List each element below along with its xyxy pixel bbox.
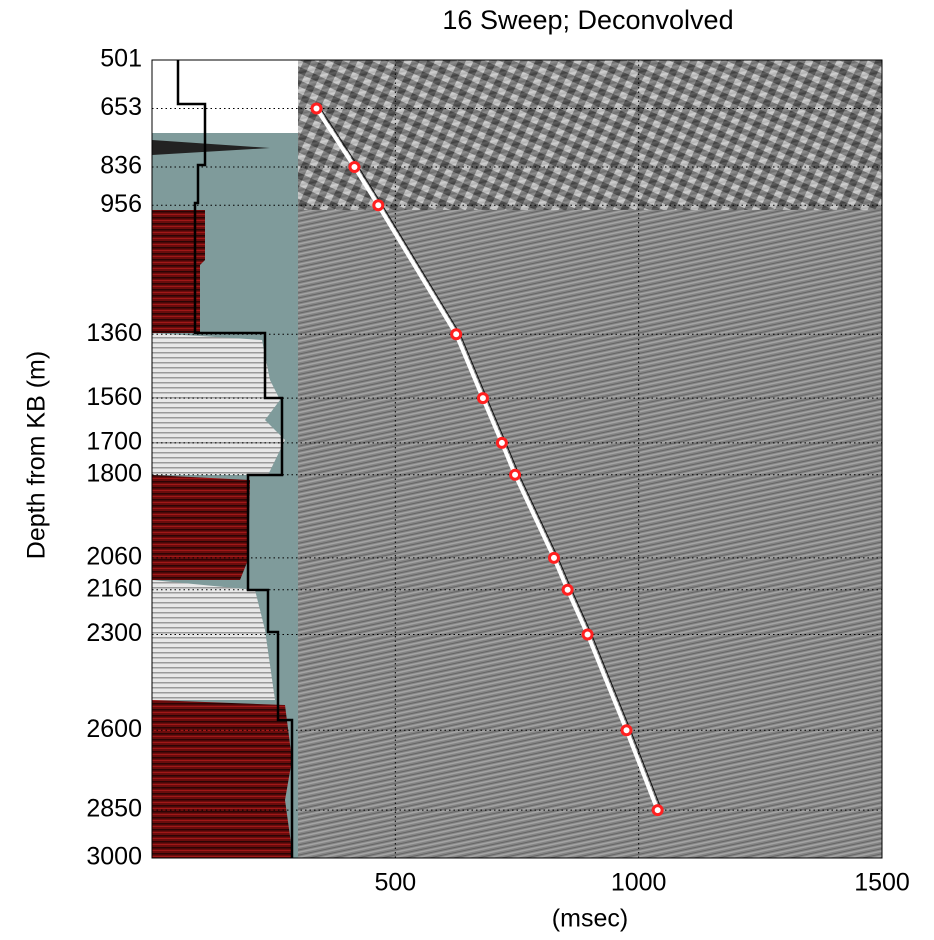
log-band xyxy=(152,333,285,475)
marks xyxy=(310,102,664,817)
y-tick-label: 1360 xyxy=(86,319,142,347)
pick-point xyxy=(348,160,361,173)
plot-background xyxy=(152,60,882,858)
log-band xyxy=(152,210,205,333)
pick-point xyxy=(509,468,522,481)
y-tick-label: 2300 xyxy=(86,619,142,647)
log-band xyxy=(152,140,270,155)
chart-title: 16 Sweep; Deconvolved xyxy=(442,5,733,35)
x-tick-label: 500 xyxy=(374,869,416,897)
y-tick-label: 1700 xyxy=(86,427,142,455)
first-break-trace-edge xyxy=(320,108,663,811)
y-tick-label: 653 xyxy=(100,93,142,121)
log-band xyxy=(152,580,275,700)
pick-point xyxy=(581,628,594,641)
y-tick-label: 836 xyxy=(100,152,142,180)
first-break-trace xyxy=(314,107,660,811)
y-tick-label: 956 xyxy=(100,190,142,218)
pick-point xyxy=(476,392,489,405)
seismic-noise xyxy=(298,60,882,210)
plot-frame xyxy=(151,59,883,859)
x-tick-label: 1000 xyxy=(611,869,667,897)
x-axis-label: (msec) xyxy=(552,905,628,933)
log-band xyxy=(152,700,293,858)
pick-point xyxy=(651,804,664,817)
y-tick-label: 2160 xyxy=(86,574,142,602)
y-tick-label: 2600 xyxy=(86,715,142,743)
pick-point xyxy=(450,328,463,341)
x-tick-label: 1500 xyxy=(854,869,910,897)
y-tick-label: 2850 xyxy=(86,795,142,823)
y-tick-label: 1560 xyxy=(86,383,142,411)
y-axis-label: Depth from KB (m) xyxy=(23,351,51,559)
y-tick-label: 2060 xyxy=(86,542,142,570)
y-tick-label: 3000 xyxy=(86,843,142,871)
log-empty xyxy=(152,60,298,133)
pick-point xyxy=(310,102,323,115)
pick-point xyxy=(372,199,385,212)
pick-point xyxy=(547,551,560,564)
pick-point xyxy=(561,583,574,596)
pick-point xyxy=(495,436,508,449)
y-tick-label: 1800 xyxy=(86,459,142,487)
y-tick-label: 501 xyxy=(100,45,142,73)
log-band xyxy=(152,475,250,580)
pick-point xyxy=(620,724,633,737)
